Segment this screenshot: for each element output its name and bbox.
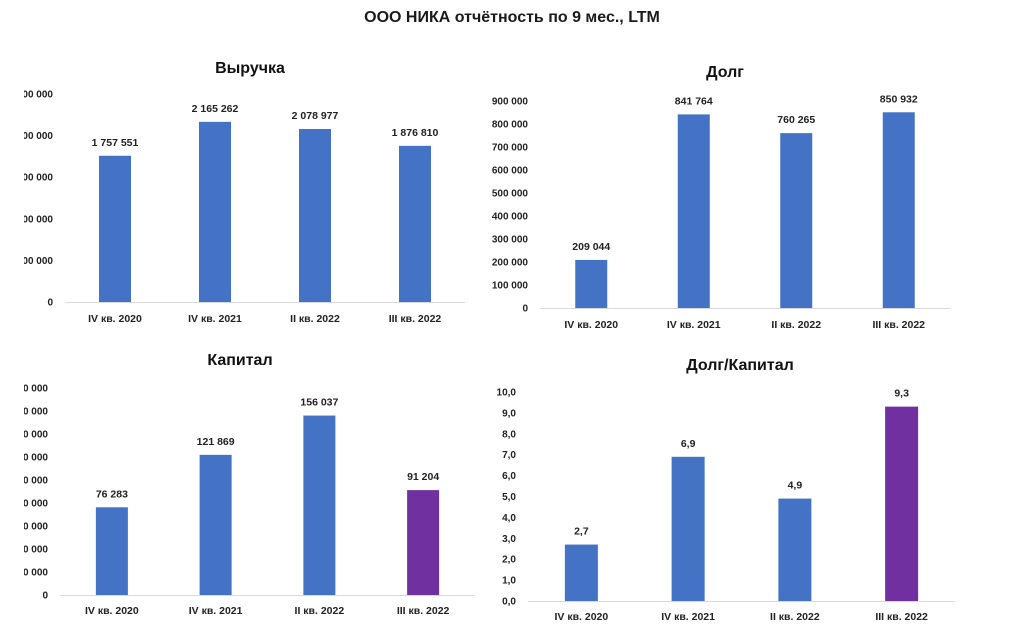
y-tick-label: 500 000: [17, 256, 54, 267]
x-tick-label: IV кв. 2021: [667, 319, 721, 331]
data-label: 850 932: [880, 93, 918, 105]
y-tick-label: 140 000: [12, 430, 49, 441]
data-label: 156 037: [300, 397, 338, 409]
y-tick-label: 6,0: [502, 471, 516, 482]
x-tick-label: III кв. 2022: [875, 611, 928, 623]
y-tick-label: 1 500 000: [9, 173, 54, 184]
y-tick-label: 0: [42, 591, 48, 602]
data-label: 760 265: [777, 114, 815, 126]
x-tick-label: IV кв. 2021: [189, 605, 243, 617]
data-label: 4,9: [788, 480, 803, 492]
bar: [882, 112, 915, 308]
y-tick-label: 0,0: [502, 597, 516, 608]
x-tick-label: IV кв. 2020: [564, 319, 618, 331]
y-tick-label: 180 000: [12, 384, 49, 395]
data-label: 841 764: [675, 95, 713, 107]
bar: [575, 259, 608, 308]
y-tick-label: 600 000: [492, 166, 529, 177]
page-title: ООО НИКА отчётность по 9 мес., LTM: [364, 9, 660, 26]
y-tick-label: 0: [47, 298, 53, 309]
bar: [885, 406, 919, 601]
x-tick-label: IV кв. 2020: [85, 605, 139, 617]
x-tick-label: IV кв. 2021: [661, 611, 715, 623]
y-tick-label: 700 000: [492, 143, 529, 154]
bar: [399, 145, 431, 302]
bar: [780, 133, 813, 308]
y-tick-label: 80 000: [17, 499, 48, 510]
y-tick-label: 500 000: [492, 189, 529, 200]
y-tick-label: 9,0: [502, 408, 516, 419]
x-tick-label: II кв. 2022: [771, 319, 821, 331]
y-tick-label: 900 000: [492, 97, 529, 108]
bar: [407, 490, 440, 595]
y-tick-label: 20 000: [17, 568, 48, 579]
y-tick-label: 100 000: [492, 281, 529, 292]
data-label: 121 869: [197, 436, 235, 448]
chart-title-capital: Капитал: [207, 352, 273, 369]
x-tick-label: III кв. 2022: [389, 313, 442, 325]
y-tick-label: 100 000: [12, 476, 49, 487]
data-label: 1 757 551: [92, 137, 139, 149]
y-tick-label: 1 000 000: [9, 214, 54, 225]
y-tick-label: 60 000: [17, 522, 48, 533]
x-tick-label: III кв. 2022: [397, 605, 450, 617]
bar: [303, 415, 336, 595]
y-tick-label: 3,0: [502, 534, 516, 545]
y-tick-label: 200 000: [492, 258, 529, 269]
bar: [199, 121, 231, 302]
x-tick-label: II кв. 2022: [290, 313, 340, 325]
data-label: 2,7: [574, 526, 589, 538]
x-tick-label: II кв. 2022: [295, 605, 345, 617]
y-tick-label: 400 000: [492, 212, 529, 223]
y-tick-label: 800 000: [492, 120, 529, 131]
y-tick-label: 7,0: [502, 450, 516, 461]
x-tick-label: IV кв. 2020: [555, 611, 609, 623]
data-label: 2 165 262: [192, 103, 239, 115]
y-tick-label: 300 000: [492, 235, 529, 246]
y-tick-label: 0: [522, 304, 528, 315]
y-tick-label: 2 000 000: [9, 131, 54, 142]
data-label: 91 204: [407, 471, 439, 483]
bar: [677, 114, 710, 308]
x-tick-label: II кв. 2022: [770, 611, 820, 623]
y-tick-label: 160 000: [12, 407, 49, 418]
bar: [99, 155, 131, 302]
y-tick-label: 2,0: [502, 555, 516, 566]
data-label: 1 876 810: [392, 127, 439, 139]
data-label: 76 283: [96, 488, 128, 500]
bar: [95, 507, 128, 595]
bar: [671, 456, 705, 601]
chart-title-revenue: Выручка: [215, 60, 285, 77]
data-label: 209 044: [572, 241, 610, 253]
chart-title-debt: Долг: [706, 64, 744, 81]
y-tick-label: 40 000: [17, 545, 48, 556]
bar: [199, 454, 232, 595]
bar: [564, 544, 598, 601]
y-tick-label: 5,0: [502, 492, 516, 503]
x-tick-label: IV кв. 2020: [88, 313, 142, 325]
data-label: 2 078 977: [292, 110, 339, 122]
y-tick-label: 2 500 000: [9, 90, 54, 101]
data-label: 9,3: [894, 388, 909, 400]
y-tick-label: 10,0: [497, 388, 517, 399]
y-tick-label: 120 000: [12, 453, 49, 464]
y-tick-label: 4,0: [502, 513, 516, 524]
bar: [778, 498, 812, 601]
bar: [299, 129, 331, 302]
x-tick-label: IV кв. 2021: [188, 313, 242, 325]
y-tick-label: 1,0: [502, 576, 516, 587]
chart-title-debt-to-capital: Долг/Капитал: [686, 357, 794, 374]
y-tick-label: 8,0: [502, 429, 516, 440]
x-tick-label: III кв. 2022: [872, 319, 925, 331]
data-label: 6,9: [681, 438, 696, 450]
